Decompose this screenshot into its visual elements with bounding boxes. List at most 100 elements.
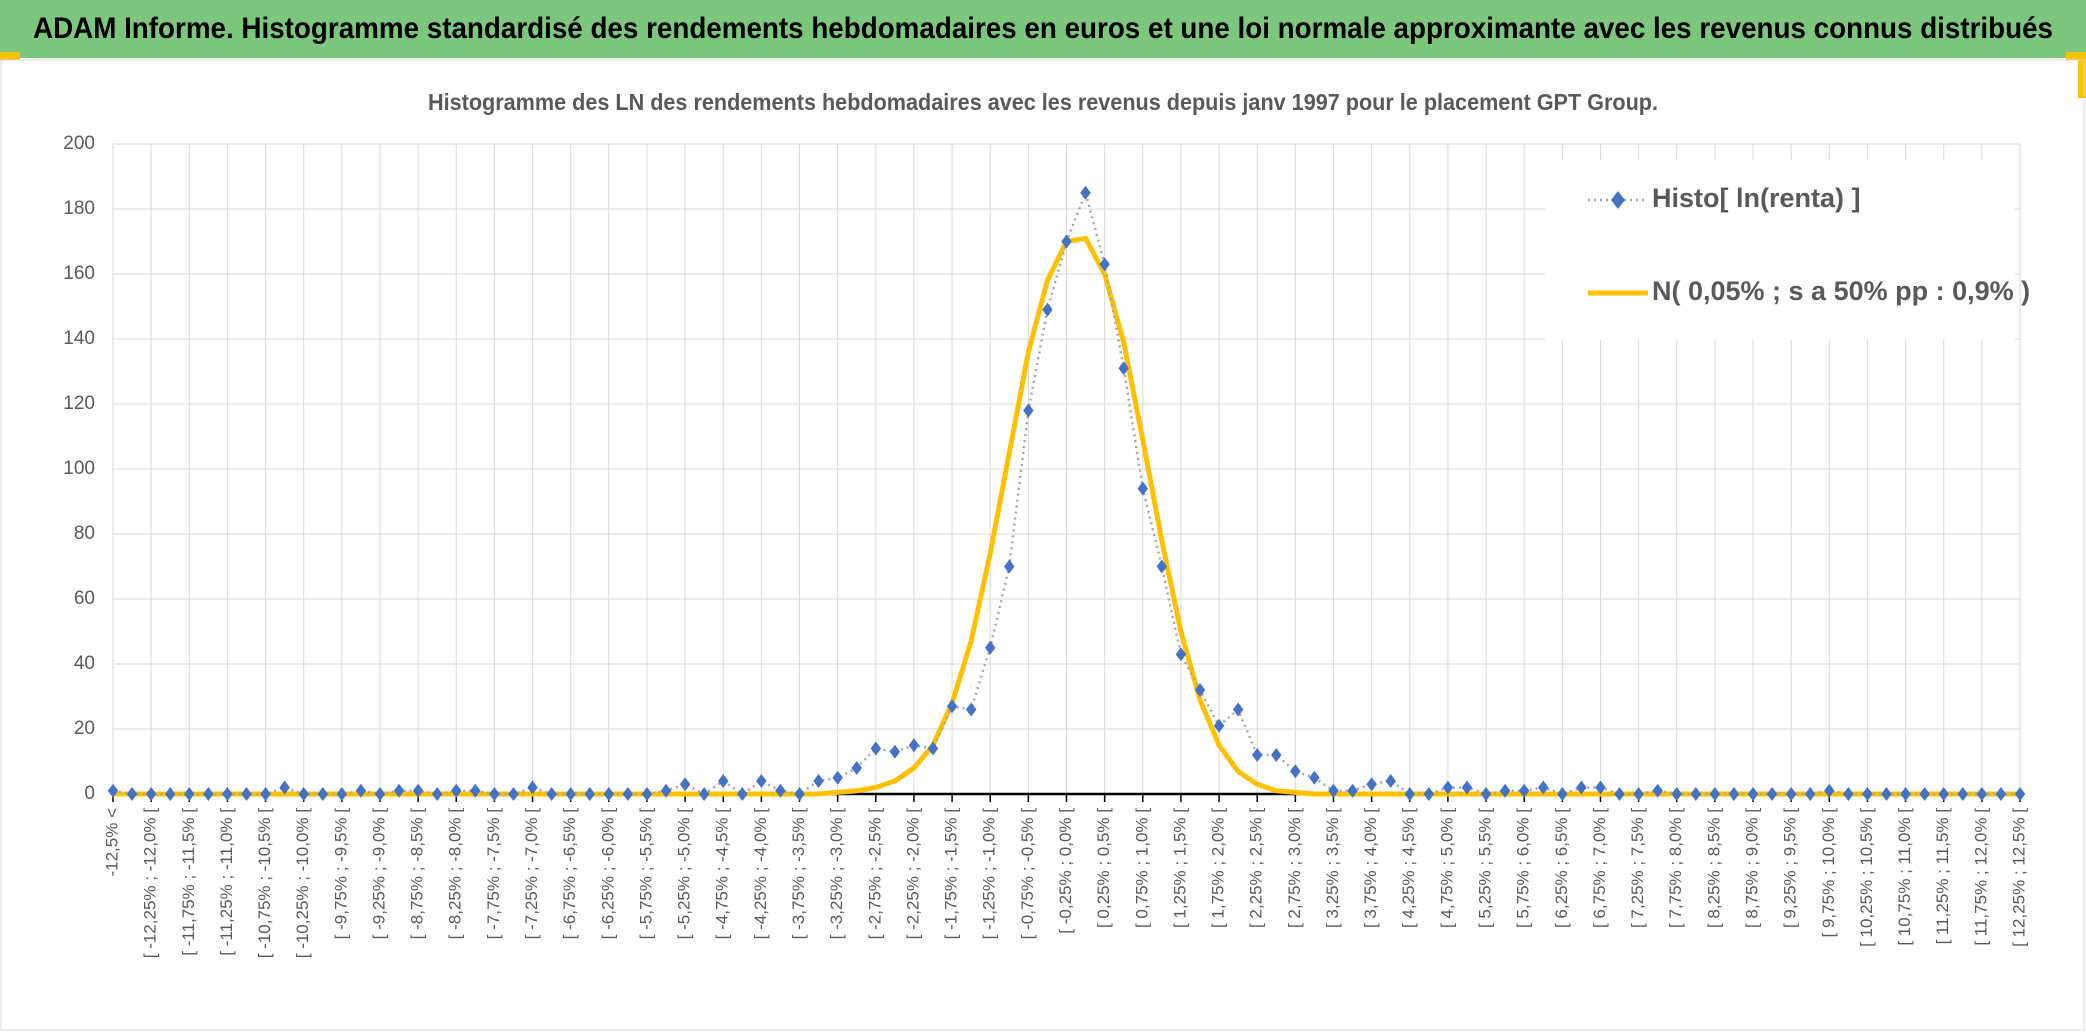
data-point [1385,774,1396,788]
y-tick-label: 0 [84,783,95,804]
x-tick-label: [ -1,25% ; -1,0% [ [980,808,999,940]
data-point [775,783,786,798]
data-point [584,787,595,801]
data-point [984,640,996,655]
data-point [1423,787,1435,801]
y-tick-label: 140 [63,328,95,349]
data-point [1271,748,1282,762]
page-title: ADAM Informe. Histogramme standardisé de… [33,12,2053,45]
x-tick-label: [ -11,25% ; -11,0% [ [217,808,236,956]
data-point [1137,481,1149,496]
data-point [1557,787,1568,801]
x-tick-label: [ -9,75% ; -9,5% [ [331,808,350,940]
x-tick-label: [ 6,75% ; 7,0% [ [1590,808,1609,928]
data-point [1862,787,1873,801]
y-tick-label: 20 [74,718,95,739]
data-point [260,787,271,801]
x-tick-label: [ -3,25% ; -3,0% [ [827,808,846,940]
data-point [412,783,424,798]
x-tick-label: [ -10,25% ; -10,0% [ [293,808,312,959]
data-point [1804,787,1816,801]
data-point [1194,683,1206,697]
x-tick-label: [ 0,25% ; 0,5% [ [1094,808,1113,928]
data-point [1061,234,1072,249]
x-tick-label: [ 5,25% ; 5,5% [ [1476,808,1495,928]
x-tick-label: [ -9,25% ; -9,0% [ [369,808,388,940]
data-point [1347,783,1358,798]
legend-box [1545,160,2015,340]
data-point [1785,787,1797,801]
data-point [1824,783,1835,798]
data-point [1251,748,1263,762]
data-point [756,774,767,788]
chart-title: Histogramme des LN des rendements hebdom… [428,89,1658,115]
data-point [184,787,195,801]
data-point [241,787,252,801]
data-point [851,761,862,775]
data-point [1004,559,1015,574]
data-point [470,783,481,798]
x-tick-label: [ 10,25% ; 10,5% [ [1857,808,1876,947]
data-point [355,783,367,798]
x-tick-label: [ -5,25% ; -5,0% [ [675,808,694,940]
x-tick-label: [ -7,75% ; -7,5% [ [484,808,503,940]
data-point [451,783,462,798]
data-point [546,787,557,801]
data-point [1843,787,1854,801]
data-point [1080,185,1091,200]
chart-frame [0,59,2085,1031]
data-point [1118,361,1129,376]
x-tick-label: [ -1,75% ; -1,5% [ [942,808,961,940]
data-point [603,787,615,801]
data-point [1404,787,1416,801]
x-tick-label: [ 8,75% ; 9,0% [ [1743,808,1762,928]
data-point [1652,783,1663,798]
data-point [1499,783,1511,798]
x-tick-label: [ 6,25% ; 6,5% [ [1552,808,1571,928]
data-point [1995,787,2007,801]
x-tick-label: [ 2,75% ; 3,0% [ [1285,808,1304,928]
data-point [622,787,634,801]
data-point [126,787,138,801]
y-tick-label: 100 [63,458,95,479]
x-tick-label: [ 7,25% ; 7,5% [ [1628,808,1647,928]
data-point [965,702,977,717]
data-point [1175,647,1187,662]
data-point [164,787,176,801]
data-point [1156,559,1168,574]
y-tick-label: 200 [63,133,95,154]
data-point [679,777,691,792]
x-tick-label: [ -8,75% ; -8,5% [ [408,808,427,940]
x-tick-label: [ 0,75% ; 1,0% [ [1132,808,1151,928]
y-tick-label: 180 [63,198,95,219]
data-point [1957,787,1969,801]
x-tick-label: [ 10,75% ; 11,0% [ [1895,808,1914,946]
data-point [889,744,901,759]
data-point [1728,787,1740,801]
x-tick-label: [ -4,75% ; -4,5% [ [713,808,732,940]
x-tick-label: [ 1,75% ; 2,0% [ [1209,808,1228,928]
header-bar [0,0,2086,58]
data-point [737,787,748,801]
data-point [336,787,348,801]
x-tick-label: [ 12,25% ; 12,5% [ [2009,808,2028,947]
x-tick-label: [ 9,75% ; 10,0% [ [1819,808,1838,938]
data-point [1518,783,1530,798]
x-tick-label: [ -4,25% ; -4,0% [ [751,808,770,940]
data-point [927,741,939,756]
data-point [1538,780,1549,795]
x-tick-label: [ -3,75% ; -3,5% [ [789,808,808,940]
x-tick-label: [ -11,75% ; -11,5% [ [179,808,198,956]
data-point [1938,787,1949,801]
x-tick-label: [ -6,25% ; -6,0% [ [598,808,617,940]
y-tick-label: 80 [74,523,95,544]
data-point [908,738,920,753]
x-tick-label: [ -0,75% ; -0,5% [ [1018,808,1037,940]
y-tick-label: 40 [74,653,95,674]
data-point [1919,787,1930,801]
x-tick-label: [ 2,25% ; 2,5% [ [1247,808,1266,928]
data-point [1480,787,1492,801]
corner [0,52,20,60]
data-point [145,787,157,801]
